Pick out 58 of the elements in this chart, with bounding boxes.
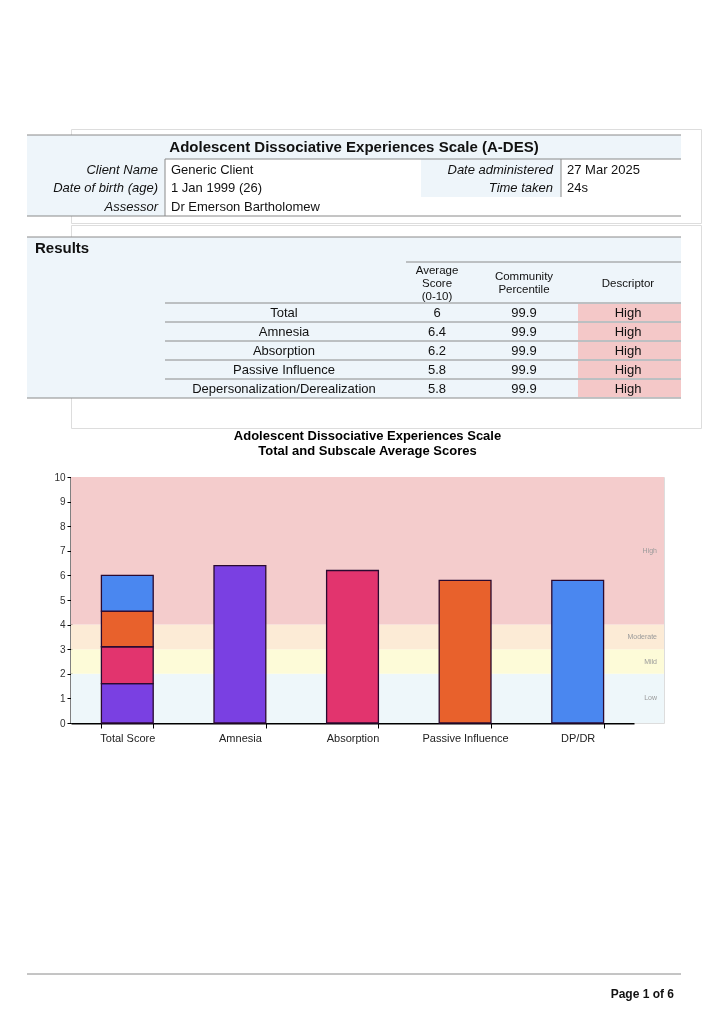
category-label: Passive Influence — [233, 361, 335, 377]
text: 24s — [567, 180, 589, 195]
y-tick-label: 5 — [59, 594, 66, 606]
text: Assessor — [103, 199, 159, 214]
text: Date administered — [447, 162, 554, 177]
text: High — [614, 323, 642, 339]
category-label: Amnesia — [258, 323, 311, 339]
text: Adolescent Dissociative Experiences Scale (A-DES) — [169, 138, 539, 155]
y-tick-label: 6 — [59, 569, 66, 581]
text: Descriptor — [601, 276, 655, 289]
y-tick-label: 10 — [54, 471, 66, 483]
category-label: Total — [270, 304, 298, 320]
x-tick-label: Passive Influence — [422, 731, 509, 744]
data-label: 6.4 — [427, 323, 447, 339]
data-label: 99.9 — [511, 323, 537, 339]
text: Client Name — [86, 162, 158, 177]
x-tick-label: Absorption — [326, 731, 380, 744]
y-tick-label: 1 — [59, 692, 66, 704]
bar — [325, 569, 380, 724]
category-label: Absorption — [252, 342, 316, 358]
text: 27 Mar 2025 — [567, 162, 640, 177]
series-label: Average Score (0-10) — [415, 263, 459, 302]
text: High — [614, 342, 642, 358]
text: High — [614, 380, 642, 396]
data-label: 6 — [433, 304, 441, 320]
text: Generic Client — [171, 162, 254, 177]
y-tick-label: 9 — [59, 496, 66, 508]
data-label: 5.8 — [427, 361, 447, 377]
x-tick-label: Amnesia — [219, 731, 263, 744]
chart-title: Adolescent Dissociative Experiences Scale — [233, 428, 502, 443]
data-label: 99.9 — [511, 361, 537, 377]
y-tick-label: 2 — [59, 668, 66, 680]
y-tick-label: 0 — [59, 717, 66, 729]
chart-subtitle: Total and Subscale Average Scores — [258, 443, 477, 458]
bar — [551, 579, 605, 724]
x-tick-label: Total Score — [100, 731, 156, 744]
bar — [213, 564, 267, 724]
data-label: 99.9 — [511, 380, 537, 396]
y-tick-label: 4 — [59, 619, 66, 631]
y-tick-label: 8 — [59, 520, 66, 532]
text: Date of birth (age) — [53, 180, 158, 195]
y-tick-label: 3 — [59, 643, 66, 655]
data-label: 6.2 — [427, 342, 447, 358]
data-label: 99.9 — [511, 342, 537, 358]
text: High — [614, 361, 642, 377]
text: Results — [35, 239, 90, 256]
bar — [438, 579, 492, 724]
y-tick-label: 7 — [59, 545, 66, 557]
text: Time taken — [488, 180, 553, 195]
text: 1 Jan 1999 (26) — [171, 180, 263, 195]
text: High — [614, 304, 642, 320]
text: Page 1 of 6 — [610, 987, 675, 1001]
data-label: 5.8 — [427, 380, 447, 396]
category-label: Depersonalization/Derealization — [192, 380, 376, 396]
x-tick-label: DP/DR — [561, 731, 596, 744]
text: Dr Emerson Bartholomew — [171, 199, 321, 214]
text: Community Percentile — [494, 270, 554, 295]
data-label: 99.9 — [511, 304, 537, 320]
